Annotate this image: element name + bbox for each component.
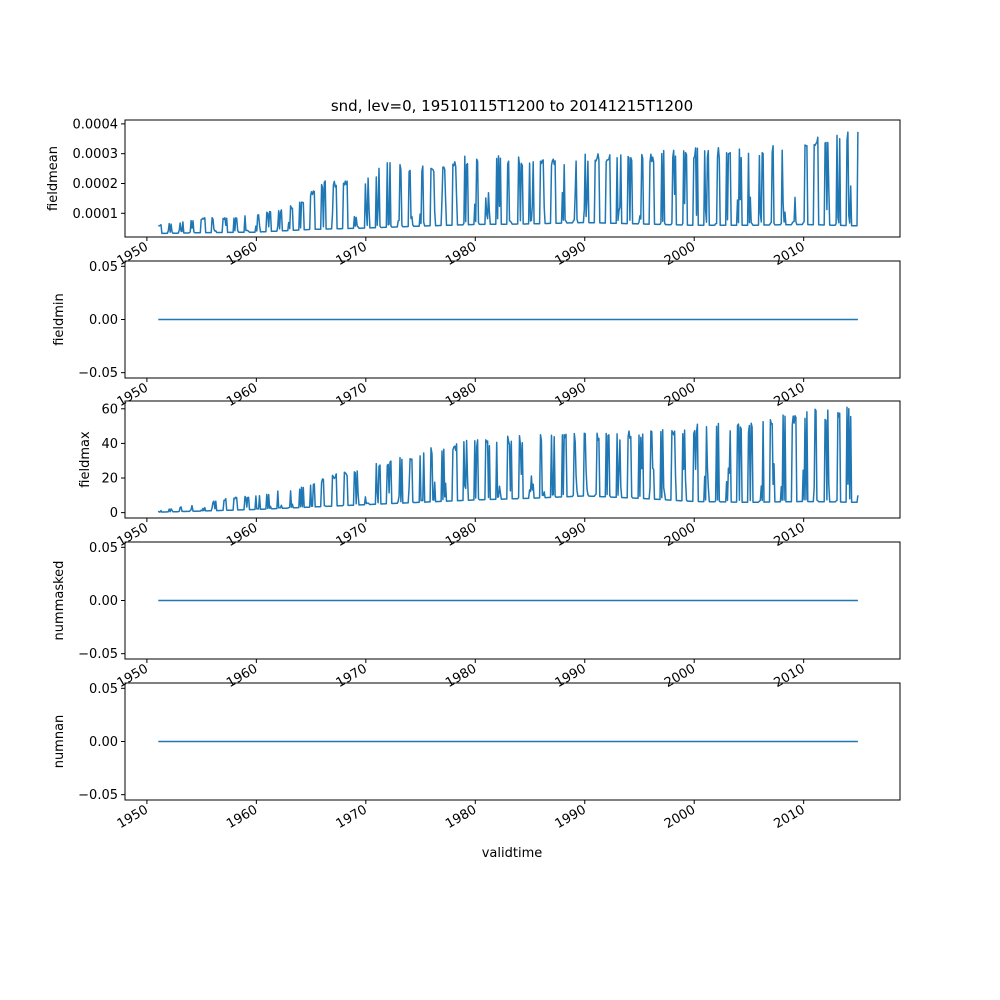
y-tick-label-numnan-1: 0.00 (89, 735, 118, 750)
y-tick-label-fieldmean-1: 0.0002 (73, 177, 119, 192)
y-tick-label-nummasked-1: 0.00 (89, 594, 118, 609)
y-axis-label-fieldmin: fieldmin (52, 293, 67, 346)
x-axis-label: validtime (482, 846, 543, 861)
y-axis-label-fieldmax: fieldmax (78, 431, 93, 488)
y-tick-label-fieldmean-0: 0.0001 (73, 207, 119, 222)
y-tick-label-fieldmin-2: 0.05 (89, 260, 118, 275)
y-tick-label-numnan-0: −0.05 (78, 788, 118, 803)
y-tick-label-nummasked-2: 0.05 (89, 541, 118, 556)
y-tick-label-nummasked-0: −0.05 (78, 647, 118, 662)
y-tick-label-fieldmax-3: 60 (101, 402, 118, 417)
y-axis-label-numnan: numnan (52, 715, 67, 769)
y-tick-label-fieldmean-3: 0.0004 (73, 117, 119, 132)
series-line-fieldmean-0 (158, 131, 859, 235)
y-axis-label-fieldmean: fieldmean (46, 146, 61, 211)
y-tick-label-fieldmin-1: 0.00 (89, 313, 118, 328)
series-line-fieldmax-0 (157, 406, 859, 513)
y-tick-label-fieldmax-1: 20 (101, 472, 118, 487)
y-tick-label-fieldmean-2: 0.0003 (73, 147, 119, 162)
y-tick-label-fieldmax-2: 40 (101, 437, 118, 452)
axes-frame-fieldmean (124, 119, 901, 238)
y-tick-label-fieldmax-0: 0 (110, 506, 118, 521)
y-tick-label-numnan-2: 0.05 (89, 682, 118, 697)
y-axis-label-nummasked: nummasked (52, 561, 67, 641)
figure-title: snd, lev=0, 19510115T1200 to 20141215T12… (331, 97, 693, 115)
y-tick-label-fieldmin-0: −0.05 (78, 366, 118, 381)
axes-frame-fieldmax (124, 400, 901, 519)
